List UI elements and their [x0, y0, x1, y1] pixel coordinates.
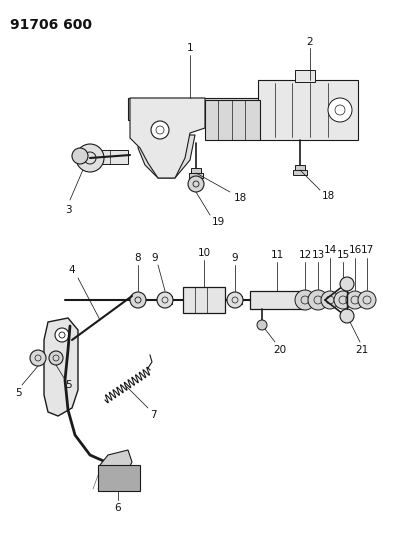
- Circle shape: [157, 292, 173, 308]
- Text: 4: 4: [69, 265, 75, 275]
- Text: 20: 20: [274, 345, 286, 355]
- Bar: [295, 165, 305, 170]
- Circle shape: [55, 328, 69, 342]
- Circle shape: [227, 292, 243, 308]
- Text: 16: 16: [348, 245, 362, 255]
- Circle shape: [151, 121, 169, 139]
- Text: 3: 3: [65, 205, 71, 215]
- Text: 9: 9: [232, 253, 238, 263]
- Circle shape: [340, 309, 354, 323]
- Bar: [183, 287, 225, 313]
- Bar: [258, 80, 358, 140]
- Text: 11: 11: [270, 250, 284, 260]
- Text: 5: 5: [65, 380, 71, 390]
- Text: 14: 14: [323, 245, 337, 255]
- Text: 12: 12: [298, 250, 312, 260]
- Circle shape: [295, 290, 315, 310]
- Polygon shape: [128, 98, 318, 120]
- Circle shape: [130, 292, 146, 308]
- Polygon shape: [138, 135, 195, 178]
- Text: 15: 15: [336, 250, 350, 260]
- Text: 1: 1: [187, 43, 193, 53]
- Text: 13: 13: [311, 250, 325, 260]
- Text: 91706 600: 91706 600: [10, 18, 92, 32]
- Circle shape: [328, 98, 352, 122]
- Text: 6: 6: [115, 503, 121, 513]
- Text: 19: 19: [211, 217, 225, 227]
- Circle shape: [30, 350, 46, 366]
- Bar: [293, 170, 307, 175]
- Bar: [191, 168, 201, 173]
- Text: 17: 17: [360, 245, 374, 255]
- Bar: [98, 465, 140, 491]
- Text: 21: 21: [355, 345, 369, 355]
- Circle shape: [358, 291, 376, 309]
- Text: 18: 18: [233, 193, 247, 203]
- Circle shape: [308, 290, 328, 310]
- Bar: [250, 291, 305, 309]
- Bar: [228, 296, 242, 304]
- Bar: [295, 70, 315, 82]
- Text: 18: 18: [321, 191, 335, 201]
- Polygon shape: [100, 450, 132, 472]
- Circle shape: [49, 351, 63, 365]
- Bar: [205, 100, 260, 140]
- Text: 7: 7: [150, 410, 156, 420]
- Text: 9: 9: [152, 253, 158, 263]
- Circle shape: [257, 320, 267, 330]
- Circle shape: [346, 291, 364, 309]
- Bar: [189, 173, 203, 178]
- Circle shape: [72, 148, 88, 164]
- Bar: [93, 150, 128, 164]
- Text: 8: 8: [135, 253, 141, 263]
- Circle shape: [76, 144, 104, 172]
- Polygon shape: [130, 98, 205, 178]
- Text: 2: 2: [307, 37, 313, 47]
- Text: 10: 10: [198, 248, 210, 258]
- Bar: [158, 296, 172, 304]
- Circle shape: [321, 291, 339, 309]
- Circle shape: [340, 277, 354, 291]
- Circle shape: [334, 291, 352, 309]
- Text: 5: 5: [15, 388, 21, 398]
- Polygon shape: [44, 318, 78, 416]
- Circle shape: [188, 176, 204, 192]
